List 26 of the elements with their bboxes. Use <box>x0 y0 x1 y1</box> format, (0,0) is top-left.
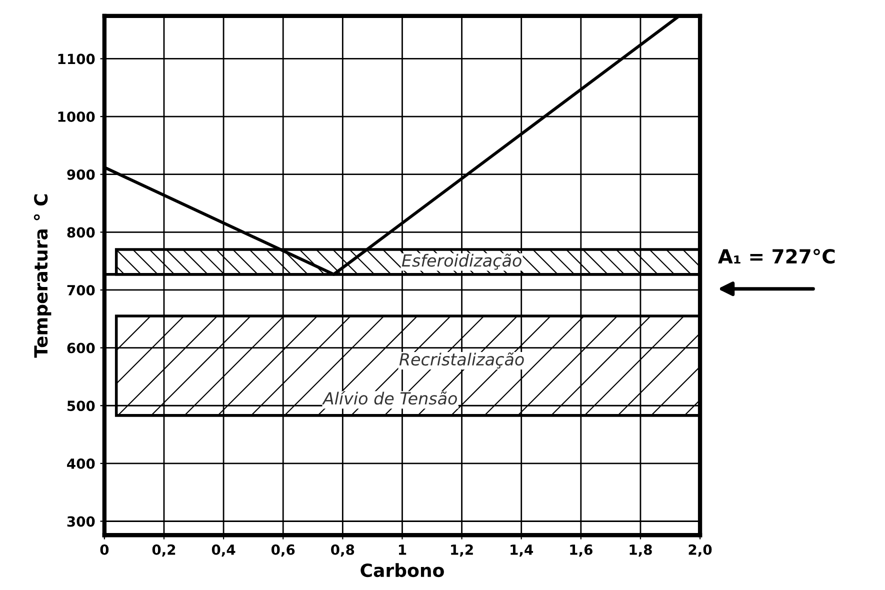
y-tick-label: 600 <box>67 342 95 354</box>
x-tick-label: 0 <box>100 544 109 555</box>
x-tick-label: 1,8 <box>630 544 652 557</box>
y-tick-label: 700 <box>67 284 95 296</box>
y-tick-label: 1100 <box>58 54 95 64</box>
annotation: Alívio de Tensão <box>322 391 457 405</box>
y-tick-label: 400 <box>67 458 95 469</box>
x-tick-label: 1 <box>398 544 406 555</box>
y-tick-label: 900 <box>67 169 95 180</box>
x-axis-title: Carbono <box>360 563 444 578</box>
x-tick-label: 1,2 <box>451 544 473 557</box>
y-tick-label: 800 <box>67 227 95 238</box>
x-tick-label: 0,2 <box>152 544 176 557</box>
y-tick-label: 500 <box>67 400 95 412</box>
x-tick-label: 0,8 <box>331 544 354 557</box>
y-tick-label: 1000 <box>58 112 95 122</box>
y-axis-title: Temperatura ° C <box>34 194 52 358</box>
x-tick-label: 0,4 <box>212 544 236 557</box>
x-tick-label: 1,4 <box>510 544 534 557</box>
band-label: Recristalização <box>399 352 524 369</box>
band-label: Esferoidização <box>402 254 522 270</box>
x-tick-label: 0,6 <box>271 544 295 557</box>
ref-line-label: A₁ = 727°C <box>718 248 835 264</box>
x-tick-label: 1,6 <box>570 544 592 557</box>
x-tick-label: 2,0 <box>688 544 712 557</box>
y-tick-label: 300 <box>67 516 95 527</box>
